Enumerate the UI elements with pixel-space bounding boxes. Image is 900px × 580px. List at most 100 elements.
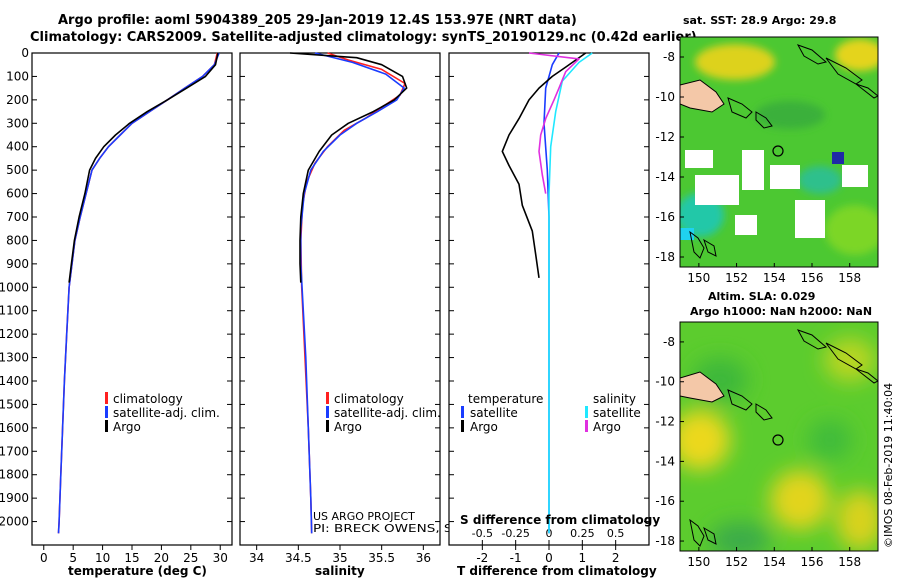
legend-swatch-argo bbox=[105, 420, 108, 432]
coastline bbox=[727, 389, 753, 411]
legend-swatch-temp-argo bbox=[461, 420, 464, 432]
legend-temp-satellite: satellite bbox=[470, 406, 518, 420]
sst-map-axes: 150 152 154 156 158 -8 -10 -12 -14 -16 -18 bbox=[655, 50, 861, 285]
temperature-x-axis: 0 5 10 15 20 25 30 bbox=[40, 545, 228, 565]
legend-climatology: climatology bbox=[113, 392, 183, 406]
title-line-2: Climatology: CARS2009. Satellite-adjuste… bbox=[30, 30, 697, 45]
difference-panel: -2 -1 0 1 2 -0.5 -0.25 0 0.25 0.5 S difference fr… bbox=[448, 52, 660, 578]
depth-tick-label: 1000 bbox=[0, 280, 29, 294]
sst-map-title: sat. SST: 28.9 Argo: 29.8 bbox=[683, 14, 836, 27]
lat-tick-label: -18 bbox=[655, 250, 675, 264]
lon-tick-label: 158 bbox=[838, 555, 861, 569]
depth-tick-label: 1500 bbox=[0, 397, 29, 411]
x-tick-label: 2 bbox=[612, 551, 620, 565]
lat-tick-label: -12 bbox=[655, 130, 675, 144]
argo-position-marker bbox=[772, 434, 784, 446]
depth-tick-label: 1400 bbox=[0, 374, 29, 388]
legend-argo: Argo bbox=[334, 420, 362, 434]
series-salinity-argo bbox=[528, 52, 580, 194]
temperature-panel: 0100200300400500600700800900100011001200… bbox=[0, 46, 233, 578]
lon-tick-label: 156 bbox=[801, 555, 824, 569]
coastline bbox=[703, 526, 717, 545]
depth-tick-label: 1100 bbox=[0, 304, 29, 318]
top-tick-label: -0.5 bbox=[472, 527, 493, 540]
land-new-guinea bbox=[680, 372, 724, 402]
series-satellite-adj-clim bbox=[299, 52, 406, 534]
legend-swatch-temp-satellite bbox=[461, 406, 464, 418]
legend-swatch-argo bbox=[326, 420, 329, 432]
temperature-frame bbox=[31, 52, 233, 546]
lat-tick-label: -10 bbox=[655, 90, 675, 104]
no-data-patch bbox=[770, 165, 800, 189]
lon-tick-label: 150 bbox=[687, 271, 710, 285]
x-tick-label: 15 bbox=[124, 551, 139, 565]
x-tick-label: 25 bbox=[183, 551, 198, 565]
temperature-depth-axis: 0 100 200 300 400 500 600 700 800 900 1000 1100 1200… bbox=[0, 46, 232, 529]
coastline bbox=[796, 44, 828, 65]
imos-credit: ©IMOS 08-Feb-2019 11:40:04 bbox=[882, 383, 895, 548]
x-tick-label: -2 bbox=[476, 551, 488, 565]
salinity-series bbox=[289, 52, 408, 534]
lat-tick-label: -12 bbox=[655, 415, 675, 429]
lon-tick-label: 156 bbox=[801, 271, 824, 285]
coastline bbox=[727, 97, 753, 119]
argo-position-marker bbox=[772, 145, 784, 157]
x-tick-label: 10 bbox=[95, 551, 110, 565]
coastline bbox=[689, 518, 705, 547]
depth-tick-label: 400 bbox=[6, 140, 29, 154]
legend-temperature-title: temperature bbox=[468, 392, 543, 406]
series-argo bbox=[289, 52, 408, 283]
coastline bbox=[680, 371, 725, 403]
legend-sal-argo: Argo bbox=[593, 420, 621, 434]
coastline bbox=[855, 83, 878, 99]
depth-tick-label: 1600 bbox=[0, 421, 29, 435]
title-line-1: Argo profile: aoml 5904389_205 29-Jan-20… bbox=[58, 13, 577, 28]
sst-map-field bbox=[680, 37, 878, 267]
depth-tick-label: 1200 bbox=[0, 327, 29, 341]
coastline bbox=[825, 342, 863, 370]
depth-tick-label: 1300 bbox=[0, 351, 29, 365]
lon-tick-label: 154 bbox=[763, 555, 786, 569]
x-tick-label: 5 bbox=[69, 551, 77, 565]
x-tick-label: 1 bbox=[579, 551, 587, 565]
cold-pixel bbox=[832, 152, 844, 164]
series-temperature-argo bbox=[501, 52, 587, 279]
top-tick-label: 0.25 bbox=[570, 527, 595, 540]
difference-depth-ticks bbox=[449, 52, 649, 523]
lat-tick-label: -16 bbox=[655, 210, 675, 224]
salinity-frame bbox=[239, 52, 441, 546]
sla-map-frame bbox=[679, 321, 879, 552]
sla-map-panel: Altim. SLA: 0.029 Argo h1000: NaN h2000:… bbox=[655, 290, 879, 569]
depth-tick-label: 1900 bbox=[0, 491, 29, 505]
no-data-patch bbox=[842, 165, 868, 187]
lat-tick-label: -10 bbox=[655, 375, 675, 389]
legend-swatch-sal-argo bbox=[585, 420, 588, 432]
sla-map-title-2: Argo h1000: NaN h2000: NaN bbox=[690, 305, 872, 318]
lon-tick-label: 152 bbox=[725, 271, 748, 285]
land-new-guinea bbox=[680, 80, 724, 112]
temperature-legend: climatology satellite-adj. clim. Argo bbox=[105, 392, 220, 434]
depth-tick-label: 0 bbox=[21, 46, 29, 60]
legend-sal-satellite: satellite bbox=[593, 406, 641, 420]
depth-tick-label: 1700 bbox=[0, 444, 29, 458]
sla-map-field bbox=[680, 322, 878, 551]
no-data-patch bbox=[685, 150, 713, 168]
temperature-series bbox=[57, 52, 220, 534]
sla-map-title-1: Altim. SLA: 0.029 bbox=[708, 290, 815, 303]
depth-tick-label: 600 bbox=[6, 187, 29, 201]
coastline bbox=[689, 230, 705, 259]
legend-temp-argo: Argo bbox=[470, 420, 498, 434]
difference-legend: temperature satellite Argo salinity sate… bbox=[461, 392, 641, 434]
lat-tick-label: -18 bbox=[655, 534, 675, 548]
top-tick-label: 0.5 bbox=[607, 527, 625, 540]
top-tick-label: 0 bbox=[546, 527, 553, 540]
depth-tick-label: 200 bbox=[6, 93, 29, 107]
x-tick-label: 36 bbox=[416, 551, 431, 565]
depth-tick-label: 100 bbox=[6, 69, 29, 83]
lat-tick-label: -14 bbox=[655, 170, 675, 184]
x-tick-label: -1 bbox=[510, 551, 522, 565]
sst-map-frame bbox=[679, 36, 879, 268]
no-data-patch bbox=[795, 200, 825, 238]
lat-tick-label: -8 bbox=[663, 50, 675, 64]
depth-tick-label: 900 bbox=[6, 257, 29, 271]
